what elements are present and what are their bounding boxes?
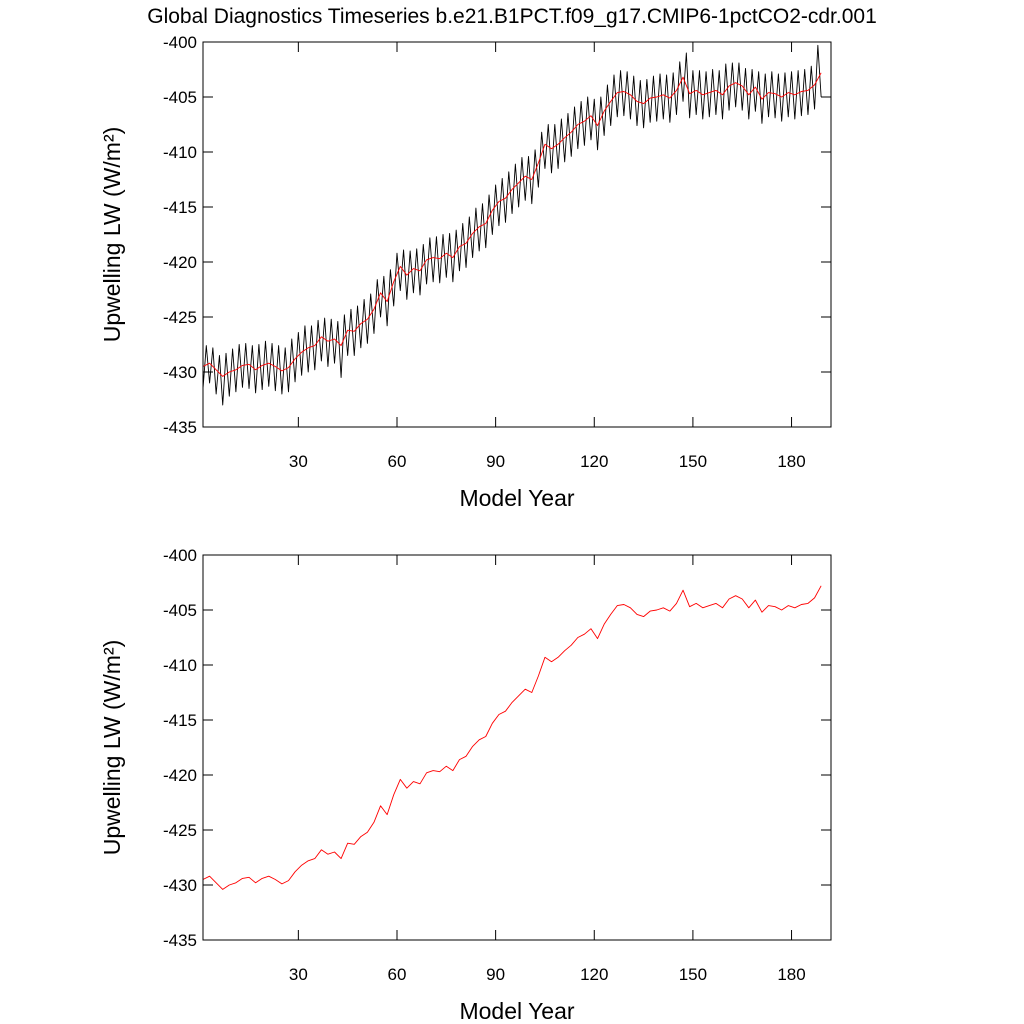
y-tick-label: -425 (163, 308, 197, 327)
y-tick-label: -420 (163, 253, 197, 272)
x-tick-label: 120 (580, 452, 608, 471)
x-tick-label: 180 (777, 452, 805, 471)
y-tick-label: -430 (163, 363, 197, 382)
y-tick-label: -410 (163, 656, 197, 675)
plot-frame (202, 41, 832, 428)
y-tick-label: -405 (163, 601, 197, 620)
x-tick-label: 150 (679, 965, 707, 984)
x-tick-label: 150 (679, 452, 707, 471)
y-tick-label: -415 (163, 198, 197, 217)
data-line (203, 72, 822, 377)
x-tick-label: 60 (388, 452, 407, 471)
x-tick-label: 120 (580, 965, 608, 984)
y-tick-label: -430 (163, 876, 197, 895)
y-tick-label: -405 (163, 88, 197, 107)
y-tick-label: -435 (163, 931, 197, 950)
y-tick-label: -425 (163, 821, 197, 840)
y-tick-label: -400 (163, 33, 197, 52)
x-axis-label: Model Year (459, 998, 574, 1024)
x-tick-label: 60 (388, 965, 407, 984)
data-line (203, 585, 822, 890)
y-tick-label: -400 (163, 546, 197, 565)
y-axis-label: Upwelling LW (W/m²) (99, 640, 125, 856)
x-axis-label: Model Year (459, 485, 574, 511)
data-line (203, 44, 822, 406)
x-tick-label: 30 (289, 965, 308, 984)
x-tick-label: 90 (486, 965, 505, 984)
y-tick-label: -415 (163, 711, 197, 730)
x-tick-label: 180 (777, 965, 805, 984)
plot-frame (202, 554, 832, 941)
x-tick-label: 30 (289, 452, 308, 471)
y-axis-label: Upwelling LW (W/m²) (99, 127, 125, 343)
chart-title: Global Diagnostics Timeseries b.e21.B1PC… (147, 5, 877, 28)
x-tick-label: 90 (486, 452, 505, 471)
y-tick-label: -420 (163, 766, 197, 785)
y-tick-label: -410 (163, 143, 197, 162)
y-tick-label: -435 (163, 418, 197, 437)
